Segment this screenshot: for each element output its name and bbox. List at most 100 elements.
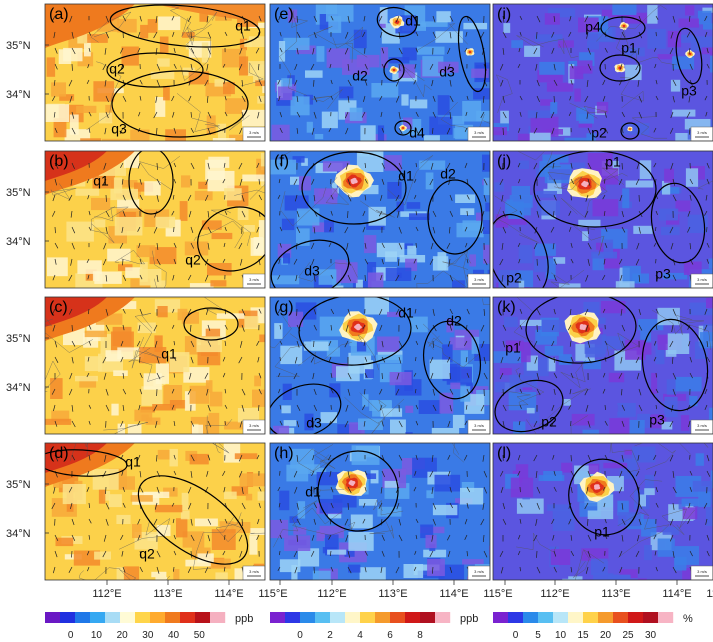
field-cell [670,79,681,92]
field-cell [647,28,666,49]
wind-arrow [482,95,485,103]
hotspot-layer [401,127,405,129]
wind-arrow [330,566,334,572]
field-cell [622,188,630,209]
wind-arrow [397,258,400,266]
wind-arrow [88,454,91,461]
wind-arrow [347,388,351,396]
field-cell [379,7,388,24]
wind-scale-label: 3 m/s [697,423,707,428]
wind-arrow [669,47,674,55]
wind-arrow [187,566,192,573]
wind-arrow [362,324,366,330]
colorbar-tick-label: 50 [194,630,206,641]
region-ellipse [675,27,703,85]
wind-arrow [54,340,58,348]
wind-arrow [519,324,523,330]
wind-arrow [636,372,640,380]
wind-arrow [68,566,73,573]
field-cell [214,79,228,87]
wind-arrow [156,486,160,494]
wind-arrow [587,340,591,348]
wind-arrow [364,194,367,201]
field-cell [511,186,530,196]
wind-arrow [257,356,260,363]
region-ellipse [301,151,407,225]
region-label: p1 [594,524,610,540]
colorbar-swatch [658,612,674,623]
wind-arrow [69,15,73,23]
region-label: p3 [681,83,697,99]
boundary-line [332,26,368,58]
field-cell [380,408,403,417]
wind-arrow [413,486,417,492]
field-cell [336,366,360,382]
field-cell [55,537,74,547]
region-label: d2 [440,166,456,182]
wind-arrow [329,550,332,557]
wind-arrow [672,372,677,380]
wind-arrow [188,95,192,102]
wind-arrow [347,178,351,186]
wind-arrow [171,324,175,329]
wind-arrow [173,454,176,460]
region-label: q3 [111,121,127,137]
region-label: d3 [306,415,322,431]
wind-arrow [395,79,400,87]
field-cell [506,199,513,211]
wind-arrow [517,454,521,461]
wind-arrow [449,31,452,39]
wind-arrow [672,388,676,396]
wind-arrow [105,95,109,103]
field-cell [702,579,713,580]
wind-arrow [153,226,158,234]
field-cell [675,200,691,212]
field-cell [473,88,490,100]
wind-arrow [621,111,625,118]
boundary-line [78,567,121,580]
wind-arrow [655,324,658,330]
wind-arrow [279,226,283,232]
wind-arrow [517,470,521,476]
wind-arrow [139,258,142,264]
colorbar-swatch [180,612,196,623]
wind-arrow [654,226,657,232]
field-cell [348,564,361,573]
wind-arrow [258,308,262,314]
field-cell [349,107,363,121]
field-cell [442,344,453,363]
wind-arrow [296,502,299,510]
wind-arrow [156,566,160,574]
field-cell [540,99,552,106]
wind-arrow [672,178,676,186]
wind-arrow [330,324,333,331]
wind-arrow [465,31,468,37]
wind-arrow [173,550,177,556]
wind-arrow [53,79,56,86]
wind-arrow [329,226,332,232]
latitude-tick-label: 35°N [6,40,31,52]
wind-arrow [446,127,451,135]
wind-arrow [672,15,676,23]
wind-arrow [621,226,626,233]
wind-arrow [278,95,281,102]
wind-arrow [122,274,127,281]
wind-arrow [687,518,691,524]
colorbar-swatch [613,612,629,623]
wind-arrow [364,79,368,86]
wind-arrow [499,258,504,266]
wind-arrow [465,356,468,363]
wind-arrow [122,404,125,411]
longitude-tick-label: 113°E [153,588,182,600]
wind-arrow [313,340,315,348]
wind-arrow [224,534,226,540]
wind-arrow [553,178,557,185]
field-cell [547,504,572,511]
wind-arrow [499,178,504,185]
wind-arrow [190,242,195,249]
wind-arrow [296,111,301,118]
wind-arrow [449,15,454,22]
wind-arrow [381,470,386,478]
wind-arrow [241,194,245,202]
field-cell [664,168,674,183]
